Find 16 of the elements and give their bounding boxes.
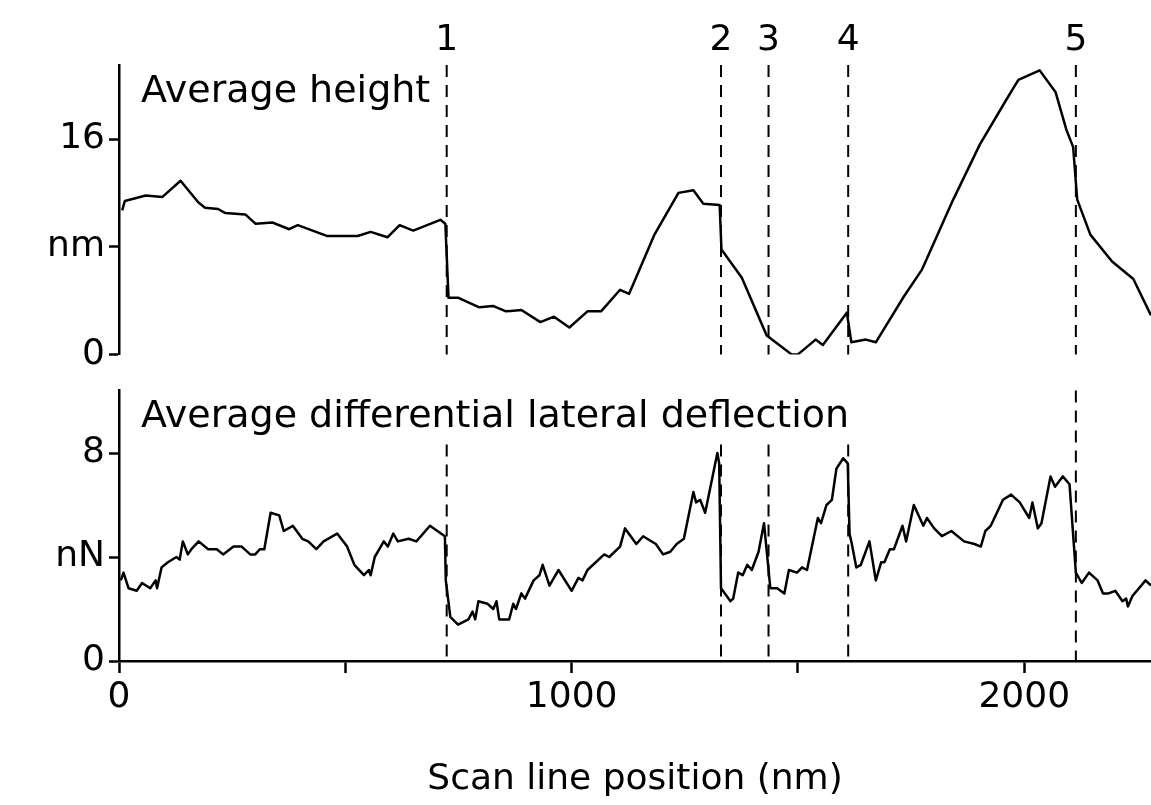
text: 5 — [1064, 17, 1088, 59]
x-tick-label: 1000 — [525, 673, 618, 715]
text: 4 — [836, 17, 860, 59]
y-tick-label: 0 — [82, 637, 105, 679]
chart-title: Average height — [141, 66, 431, 111]
y-tick-label: nN — [55, 533, 105, 575]
text: 2 — [709, 17, 733, 59]
y-tick-label: 0 — [82, 330, 105, 372]
text: 1 — [435, 17, 459, 59]
y-tick-label: nm — [47, 223, 105, 265]
y-tick-label: 16 — [59, 115, 105, 157]
chart-title: Average differential lateral deflection — [141, 392, 850, 437]
y-tick-label: 8 — [82, 429, 105, 471]
x-axis-title: Scan line position (nm) — [427, 755, 843, 797]
text: 3 — [757, 17, 780, 59]
x-tick-label: 2000 — [978, 673, 1071, 715]
